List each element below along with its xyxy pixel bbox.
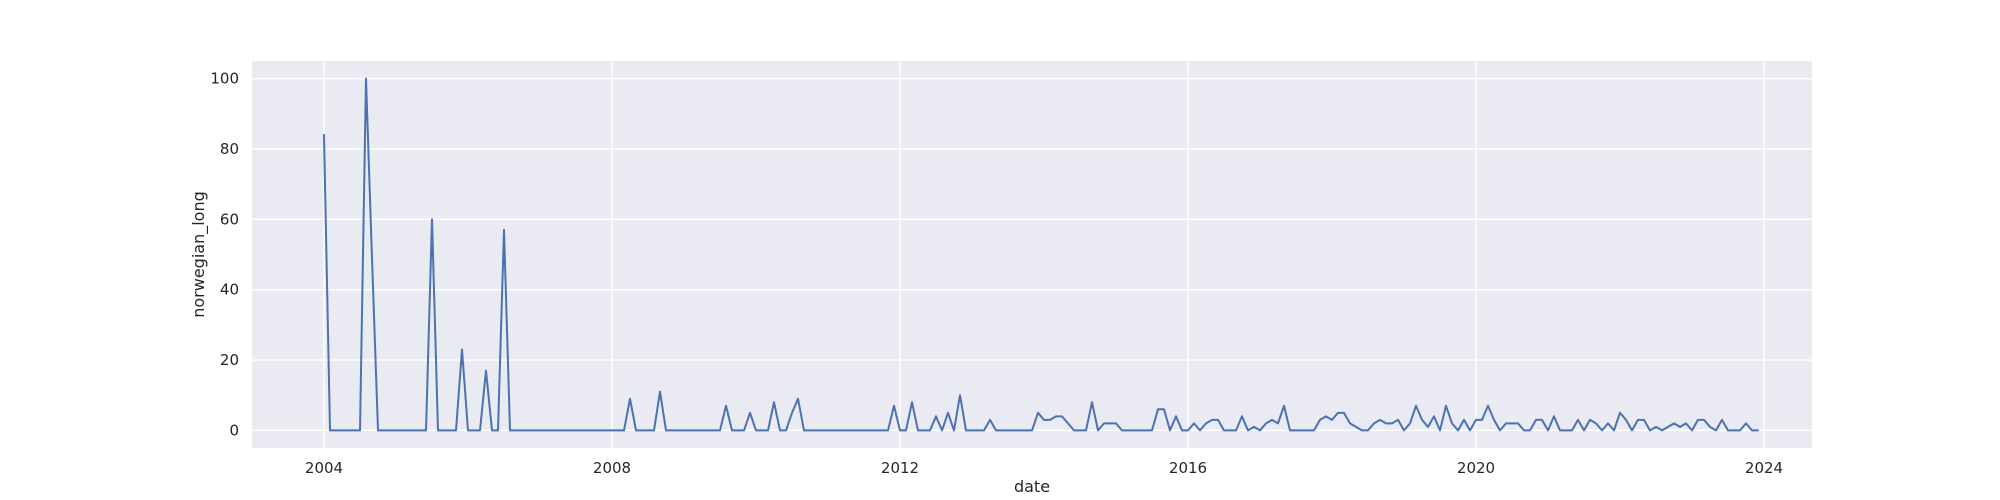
x-axis-ticks: 2004 2008 2012 2016 2020 2024 — [305, 459, 1783, 477]
x-tick-label: 2024 — [1745, 459, 1783, 477]
x-tick-label: 2012 — [881, 459, 919, 477]
x-tick-label: 2008 — [593, 459, 631, 477]
x-axis-label: date — [1014, 477, 1050, 496]
grid — [252, 61, 1812, 448]
x-tick-label: 2020 — [1457, 459, 1495, 477]
series-line — [323, 77, 1759, 432]
y-axis-label: norwegian_long — [189, 191, 209, 318]
x-tick-label: 2004 — [305, 459, 343, 477]
y-tick-label: 60 — [220, 210, 239, 228]
x-tick-label: 2016 — [1169, 459, 1207, 477]
y-tick-label: 0 — [229, 421, 239, 439]
y-tick-label: 20 — [220, 351, 239, 369]
y-tick-label: 100 — [210, 70, 239, 88]
y-tick-label: 80 — [220, 140, 239, 158]
plot-area — [252, 61, 1812, 448]
series-layer — [323, 77, 1759, 432]
y-axis-ticks: 0 20 40 60 80 100 — [210, 70, 239, 440]
y-tick-label: 40 — [220, 281, 239, 299]
